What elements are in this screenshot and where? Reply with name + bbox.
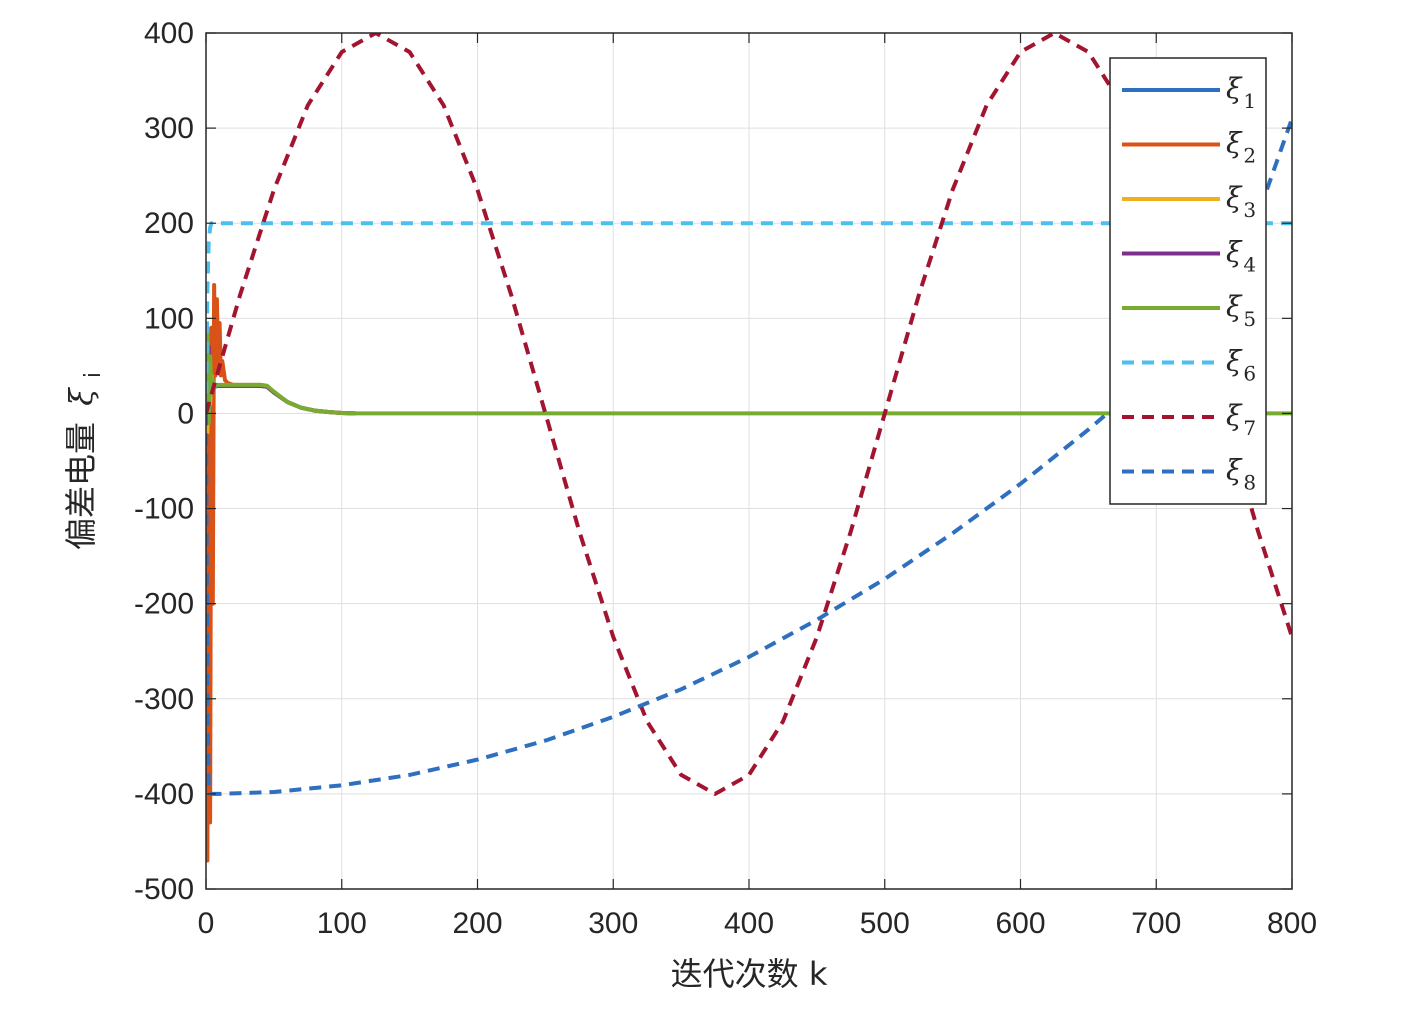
series-line-6: [206, 221, 1292, 414]
y-tick-label: -100: [134, 493, 194, 526]
x-tick-label: 300: [588, 907, 638, 940]
y-tick-label: 100: [144, 302, 194, 335]
y-tick-label: 400: [144, 17, 194, 50]
y-axis-label-symbol: ξ: [62, 387, 100, 406]
x-tick-label: 400: [724, 907, 774, 940]
x-tick-label: 100: [317, 907, 367, 940]
y-axis-label-sub: i: [81, 372, 106, 378]
y-tick-label: -300: [134, 683, 194, 716]
x-tick-label: 0: [198, 907, 215, 940]
tick-labels: 0 100 200 300 400 500 600 700 800 -500 -400 -300 -20…: [134, 17, 1317, 940]
x-tick-label: 700: [1131, 907, 1181, 940]
x-axis-label: 迭代次数 k: [671, 955, 828, 993]
y-tick-label: -200: [134, 588, 194, 621]
legend-box: [1109, 57, 1267, 505]
y-tick-label: 200: [144, 207, 194, 240]
y-tick-label: 0: [177, 397, 194, 430]
x-tick-label: 500: [860, 907, 910, 940]
y-axis-label-text: 偏差电量: [62, 422, 100, 550]
svg-text:偏差电量 ξ i: 偏差电量 ξ i: [62, 372, 106, 550]
x-tick-label: 800: [1267, 907, 1317, 940]
series-line-5: [206, 325, 1292, 425]
y-tick-label: -400: [134, 778, 194, 811]
x-tick-label: 200: [452, 907, 502, 940]
legend: ξ 1 ξ 2 ξ 3 ξ 4 ξ 5 ξ 6 ξ 7 ξ 8: [1109, 57, 1267, 505]
y-tick-label: -500: [134, 873, 194, 906]
x-tick-label: 600: [995, 907, 1045, 940]
y-tick-label: 300: [144, 112, 194, 145]
y-axis-label: 偏差电量 ξ i: [62, 372, 106, 550]
series-layer: [206, 33, 1292, 863]
